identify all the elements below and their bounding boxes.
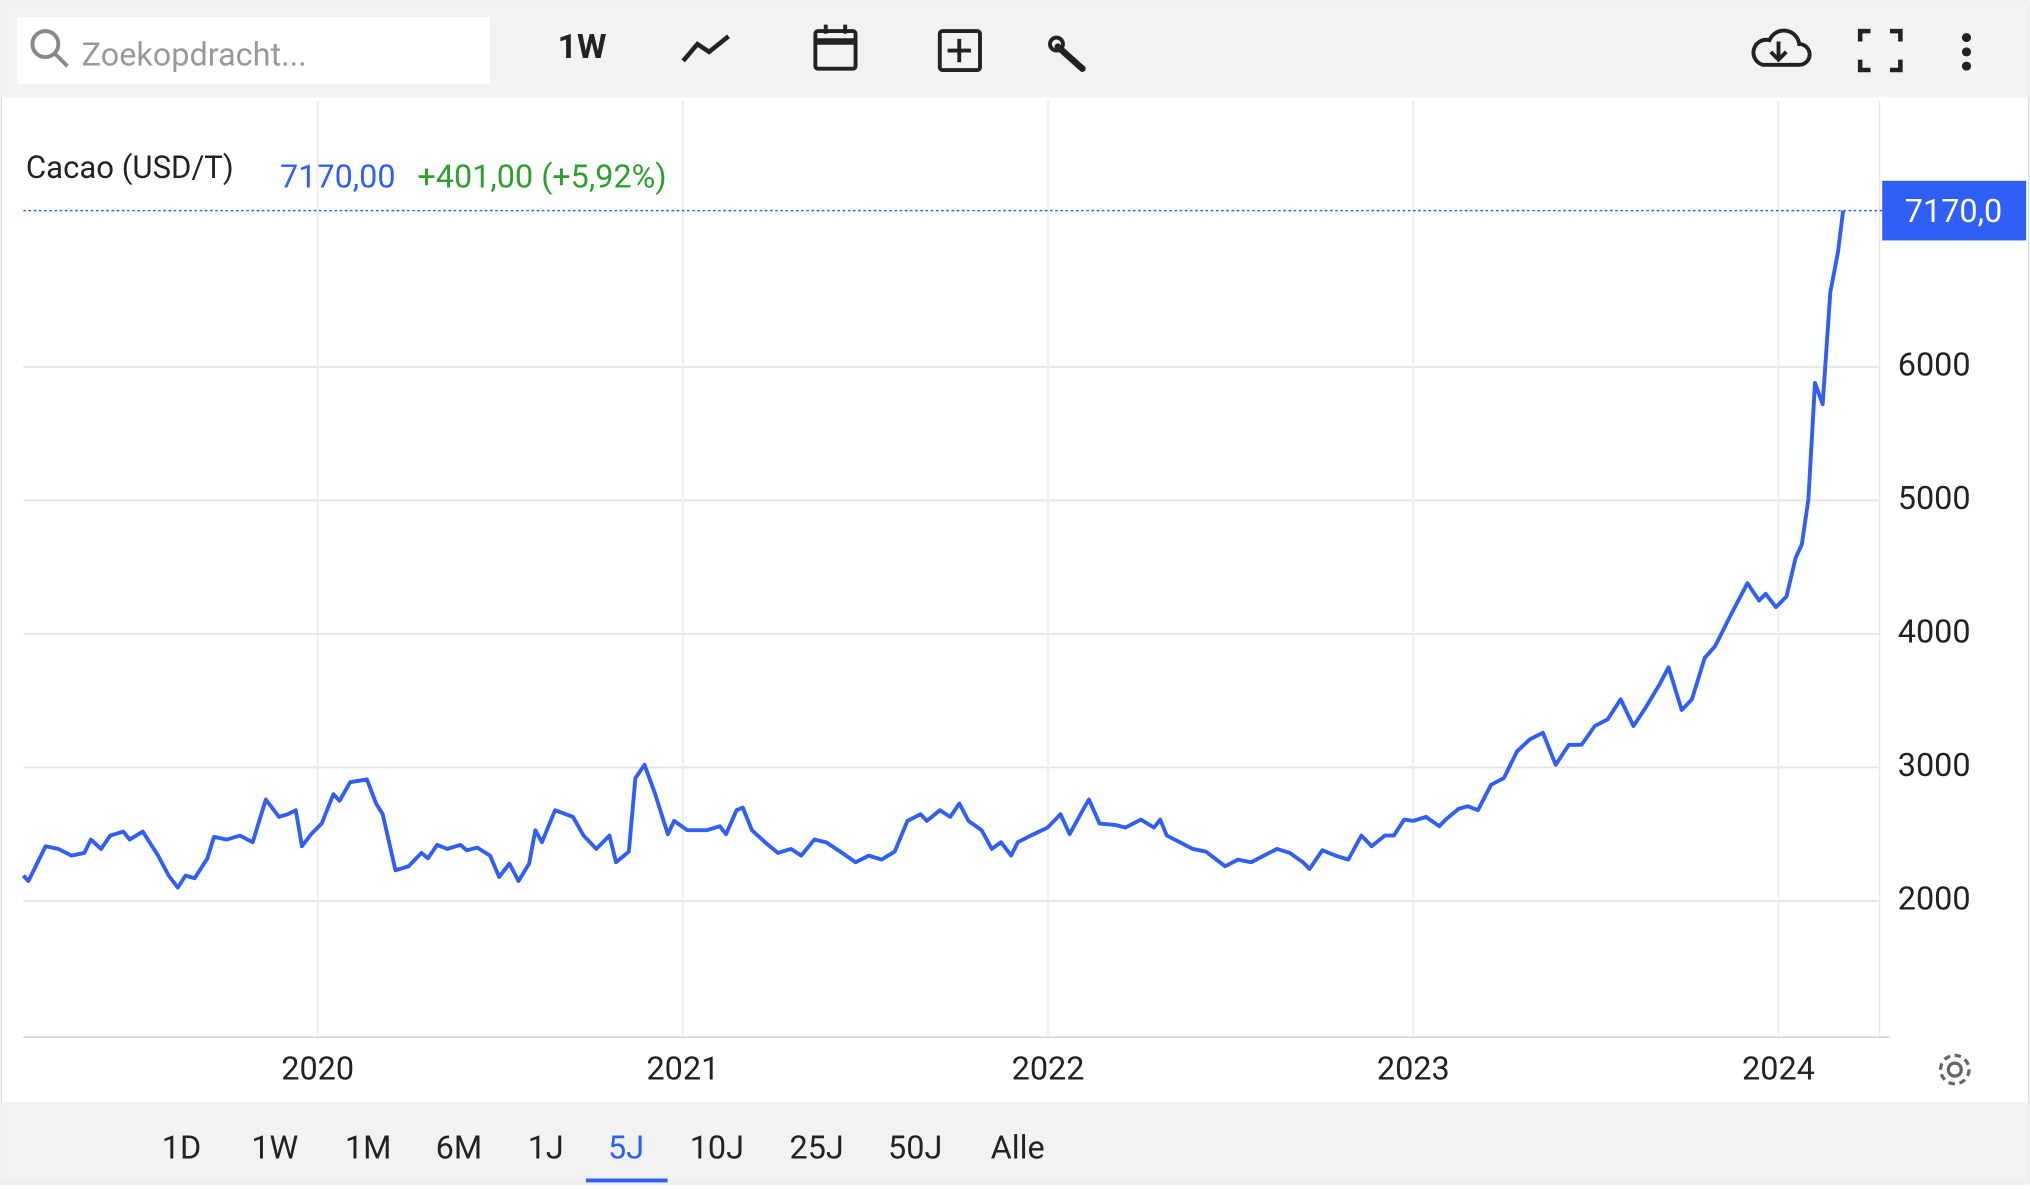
x-tick-label: 2023: [1377, 1049, 1450, 1087]
range-button[interactable]: 25J: [790, 1129, 844, 1167]
x-tick-label: 2021: [646, 1049, 719, 1087]
range-button[interactable]: 1J: [528, 1129, 564, 1167]
calendar-icon[interactable]: [813, 24, 858, 71]
range-button[interactable]: 50J: [888, 1129, 942, 1167]
price-change: +401,00 (+5,92%): [417, 157, 666, 195]
x-tick-label: 2024: [1742, 1049, 1815, 1087]
add-icon[interactable]: [937, 29, 982, 72]
search-box[interactable]: [16, 16, 490, 85]
range-button[interactable]: Alle: [991, 1129, 1045, 1167]
range-button[interactable]: 1W: [251, 1129, 298, 1167]
chart-title: Cacao (USD/T): [26, 149, 234, 186]
price-tag: [1882, 180, 2027, 241]
fullscreen-icon[interactable]: [1857, 28, 1903, 73]
range-button[interactable]: 5J: [608, 1129, 644, 1167]
range-button[interactable]: 6M: [436, 1129, 482, 1167]
x-tick-label: 2022: [1012, 1049, 1085, 1087]
price-tag-label: 7170,0: [1905, 192, 2002, 230]
y-tick-label: 2000: [1898, 880, 1971, 918]
interval-button[interactable]: 1W: [558, 28, 607, 67]
tools-icon[interactable]: [1048, 35, 1086, 72]
search-icon: [30, 29, 69, 68]
y-tick-label: 4000: [1898, 612, 1971, 650]
y-tick-label: 6000: [1898, 345, 1971, 383]
chart-type-icon[interactable]: [681, 34, 730, 63]
download-icon[interactable]: [1751, 28, 1812, 67]
settings-icon[interactable]: [1938, 1053, 1971, 1086]
last-price: 7170,00: [280, 157, 396, 195]
menu-icon[interactable]: [1961, 33, 1972, 71]
range-button[interactable]: 10J: [690, 1129, 744, 1167]
range-button[interactable]: 1D: [162, 1129, 201, 1167]
price-line: [21, 210, 1846, 890]
search-placeholder[interactable]: Zoekopdracht...: [82, 36, 307, 74]
range-button[interactable]: 1M: [345, 1129, 391, 1167]
y-tick-label: 3000: [1898, 746, 1971, 784]
range-bar: [1, 1102, 2029, 1184]
range-selected-underline: [585, 1178, 668, 1183]
x-tick-label: 2020: [281, 1049, 354, 1087]
y-tick-label: 5000: [1898, 479, 1971, 517]
